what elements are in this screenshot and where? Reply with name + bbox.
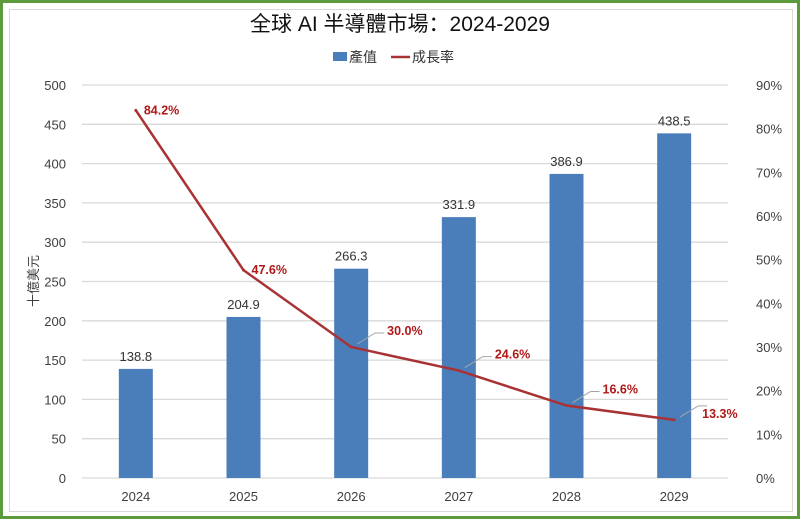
line-point bbox=[242, 268, 245, 272]
x-tick-label: 2026 bbox=[337, 489, 366, 504]
line-point bbox=[134, 108, 138, 112]
bar-value-label: 438.5 bbox=[658, 113, 691, 128]
growth-value-label: 16.6% bbox=[603, 383, 638, 397]
bar-value-label: 138.8 bbox=[120, 349, 153, 364]
bar bbox=[118, 368, 153, 478]
bar-value-label: 386.9 bbox=[550, 154, 583, 169]
y-tick-label: 350 bbox=[44, 196, 66, 211]
chart-title: 全球 AI 半導體市場：2024-2029 bbox=[250, 13, 550, 36]
growth-value-label: 24.6% bbox=[495, 348, 530, 362]
legend: 產值 成長率 bbox=[333, 49, 454, 65]
leader-line bbox=[356, 332, 385, 345]
chart-area bbox=[9, 9, 793, 512]
y-tick-label: 300 bbox=[44, 235, 66, 250]
bar bbox=[549, 173, 584, 478]
bar bbox=[657, 133, 692, 479]
y2-tick-label: 30% bbox=[756, 340, 782, 355]
y-tick-label: 200 bbox=[44, 314, 66, 329]
y2-tick-label: 0% bbox=[756, 471, 775, 486]
y2-tick-label: 70% bbox=[756, 165, 782, 180]
x-tick-label: 2027 bbox=[444, 489, 473, 504]
legend-swatch-bar bbox=[333, 52, 347, 61]
growth-value-label: 84.2% bbox=[144, 103, 179, 117]
x-tick-label: 2028 bbox=[552, 489, 581, 504]
y2-tick-label: 20% bbox=[756, 384, 782, 399]
leader-line bbox=[679, 405, 708, 418]
line-point bbox=[457, 369, 461, 373]
line-point bbox=[672, 418, 676, 422]
y2-tick-label: 90% bbox=[756, 78, 782, 93]
y-tick-label: 50 bbox=[52, 432, 66, 447]
bar bbox=[334, 268, 369, 478]
bar-value-label: 331.9 bbox=[443, 197, 476, 212]
line-point bbox=[565, 404, 568, 408]
y2-tick-label: 50% bbox=[756, 253, 782, 268]
growth-value-label: 47.6% bbox=[252, 263, 287, 277]
bar-value-label: 204.9 bbox=[227, 297, 260, 312]
bar bbox=[226, 316, 261, 478]
growth-value-label: 30.0% bbox=[387, 324, 422, 338]
y-axis-label: 十億美元 bbox=[26, 255, 41, 307]
y2-tick-label: 80% bbox=[756, 122, 782, 137]
growth-line bbox=[134, 109, 675, 422]
line-point bbox=[349, 345, 353, 349]
leader-line bbox=[464, 356, 492, 369]
y-tick-label: 400 bbox=[44, 157, 66, 172]
x-tick-label: 2024 bbox=[121, 489, 150, 504]
y-tick-label: 150 bbox=[44, 353, 66, 368]
y2-tick-label: 60% bbox=[756, 209, 782, 224]
y-tick-label: 450 bbox=[44, 117, 66, 132]
x-tick-label: 2029 bbox=[660, 489, 689, 504]
leader-line bbox=[572, 391, 600, 403]
legend-label-line: 成長率 bbox=[412, 49, 454, 65]
y-tick-label: 0 bbox=[59, 471, 66, 486]
y-tick-label: 500 bbox=[44, 78, 66, 93]
legend-label-bar: 產值 bbox=[349, 49, 377, 65]
bar-value-label: 266.3 bbox=[335, 249, 368, 264]
y-tick-label: 250 bbox=[44, 275, 66, 290]
y-tick-label: 100 bbox=[44, 392, 66, 407]
y2-tick-label: 40% bbox=[756, 296, 782, 311]
x-tick-label: 2025 bbox=[229, 489, 258, 504]
growth-value-label: 13.3% bbox=[702, 407, 737, 421]
bar bbox=[441, 217, 476, 479]
y2-tick-label: 10% bbox=[756, 427, 782, 442]
